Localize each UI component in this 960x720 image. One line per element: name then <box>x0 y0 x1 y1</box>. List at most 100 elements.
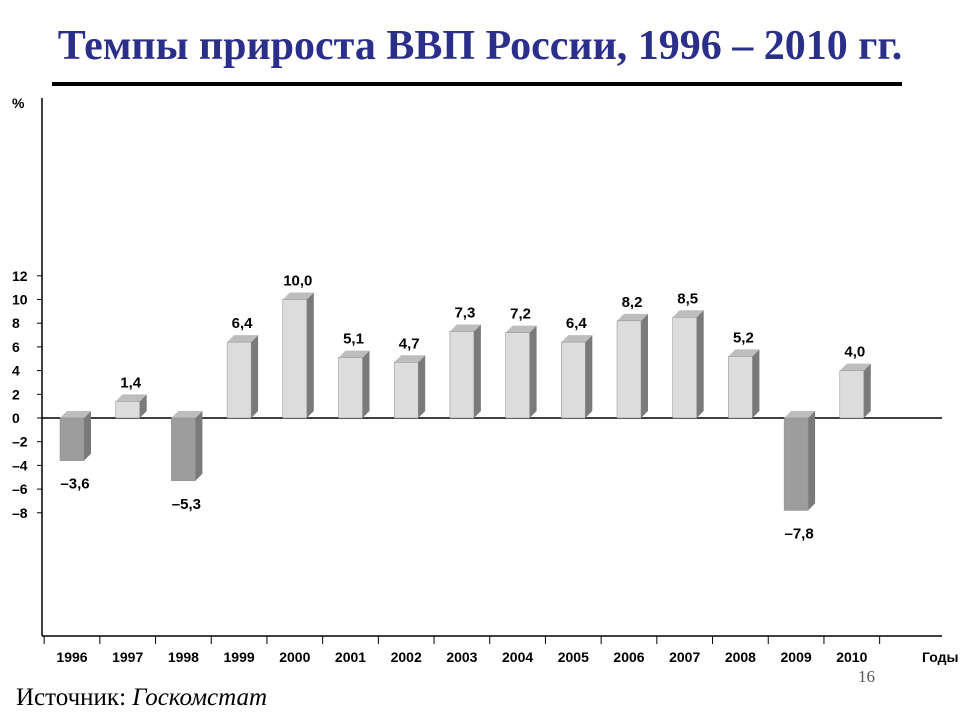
bar-side <box>195 411 203 481</box>
bar-1998 <box>171 411 203 482</box>
data-label-1997: 1,4 <box>120 374 142 391</box>
x-tick-label-2006: 2006 <box>613 649 644 665</box>
bar-2001 <box>338 350 370 419</box>
bar-2007 <box>672 310 704 419</box>
bar-top <box>115 394 147 402</box>
bar-top <box>728 349 760 357</box>
data-label-2010: 4,0 <box>844 344 865 361</box>
chart-title: Темпы прироста ВВП России, 1996 – 2010 г… <box>57 23 903 69</box>
x-tick-label-2002: 2002 <box>391 649 422 665</box>
x-tick-label-2003: 2003 <box>446 649 477 665</box>
bar-2003 <box>449 324 481 419</box>
x-tick-label-2005: 2005 <box>558 649 589 665</box>
data-label-2003: 7,3 <box>454 304 475 321</box>
bar-side <box>473 324 481 418</box>
bar-front <box>393 362 419 419</box>
bar-top <box>672 310 704 318</box>
x-tick-label-2007: 2007 <box>669 649 700 665</box>
x-tick-label-2001: 2001 <box>335 649 366 665</box>
bar-2005 <box>561 335 593 419</box>
data-label-2001: 5,1 <box>343 331 364 348</box>
page-number: 16 <box>858 667 875 686</box>
bar-front <box>59 417 85 461</box>
bar-side <box>306 292 314 418</box>
bar-2008 <box>728 349 760 419</box>
bar-side <box>84 411 91 461</box>
bar-side <box>863 363 871 418</box>
x-tick-label-1997: 1997 <box>112 649 143 665</box>
bar-top <box>227 335 259 343</box>
y-tick-label: 2 <box>12 386 20 402</box>
bars <box>59 292 871 511</box>
bar-front <box>728 356 753 419</box>
bar-front <box>338 357 363 419</box>
y-tick-label: 8 <box>12 315 20 331</box>
bar-2010 <box>839 363 871 419</box>
bar-top <box>505 325 537 333</box>
y-tick-label: –2 <box>12 434 28 450</box>
bar-1999 <box>226 335 259 419</box>
bar-side <box>808 411 816 511</box>
y-tick-label: 4 <box>12 363 20 379</box>
bar-front <box>505 332 530 419</box>
bar-top <box>617 313 648 321</box>
bar-side <box>418 355 426 418</box>
x-axis-title: Годы <box>922 649 958 665</box>
bar-top <box>338 350 370 358</box>
data-labels: –3,6 1,4 –5,3 6,4 10,0 5,1 4,7 7,3 7,2 6,4 8,2 8,5 5… <box>60 273 865 543</box>
data-label-1999: 6,4 <box>232 315 254 332</box>
bar-1997 <box>115 394 147 419</box>
y-tick-label: 10 <box>12 292 28 308</box>
source-name: Госкомстат <box>132 684 268 711</box>
bar-side <box>251 335 259 418</box>
data-label-2009: –7,8 <box>784 525 813 542</box>
bar-top <box>839 363 871 371</box>
data-label-2005: 6,4 <box>566 315 588 332</box>
y-tick-label: 6 <box>12 339 20 355</box>
bar-front <box>561 341 586 419</box>
bar-top <box>449 324 481 332</box>
bar-front <box>115 401 140 419</box>
x-tick-label-2004: 2004 <box>502 649 533 665</box>
x-tick-label-2008: 2008 <box>725 649 756 665</box>
bar-top <box>784 411 816 418</box>
data-label-1996: –3,6 <box>60 476 89 493</box>
bar-front <box>672 317 697 419</box>
x-tick-label-2010: 2010 <box>836 649 867 665</box>
bar-top <box>561 335 593 343</box>
bar-front <box>616 320 642 419</box>
bar-top <box>394 355 426 363</box>
data-label-2000: 10,0 <box>283 273 312 290</box>
data-label-1998: –5,3 <box>172 496 201 513</box>
x-tick-label-1998: 1998 <box>168 649 199 665</box>
x-tick-label-1999: 1999 <box>224 649 255 665</box>
bar-front <box>226 341 252 419</box>
bar-1996 <box>59 411 91 461</box>
title-divider <box>52 82 902 86</box>
bar-side <box>139 394 147 418</box>
bar-top <box>282 292 314 300</box>
y-tick-label: –4 <box>12 457 28 473</box>
data-label-2008: 5,2 <box>733 329 754 346</box>
x-tick-label-1996: 1996 <box>56 649 87 665</box>
bar-front <box>171 417 196 482</box>
source-note: Источник: Госкомстат <box>16 684 267 712</box>
x-tick-label-2000: 2000 <box>279 649 310 665</box>
data-label-2006: 8,2 <box>622 294 643 311</box>
bar-side <box>585 335 593 418</box>
bar-2006 <box>616 313 648 419</box>
source-label: Источник: <box>16 684 127 711</box>
bar-2002 <box>393 355 426 419</box>
bar-side <box>529 325 537 418</box>
bar-side <box>641 313 648 418</box>
bar-side <box>752 349 760 418</box>
bar-2004 <box>505 325 537 419</box>
x-tick-label-2009: 2009 <box>781 649 812 665</box>
data-label-2007: 8,5 <box>677 290 698 307</box>
y-tick-label: 12 <box>12 268 28 284</box>
data-label-2002: 4,7 <box>399 335 420 352</box>
bar-top <box>60 411 91 418</box>
bar-side <box>362 350 370 418</box>
bar-top <box>171 411 203 418</box>
